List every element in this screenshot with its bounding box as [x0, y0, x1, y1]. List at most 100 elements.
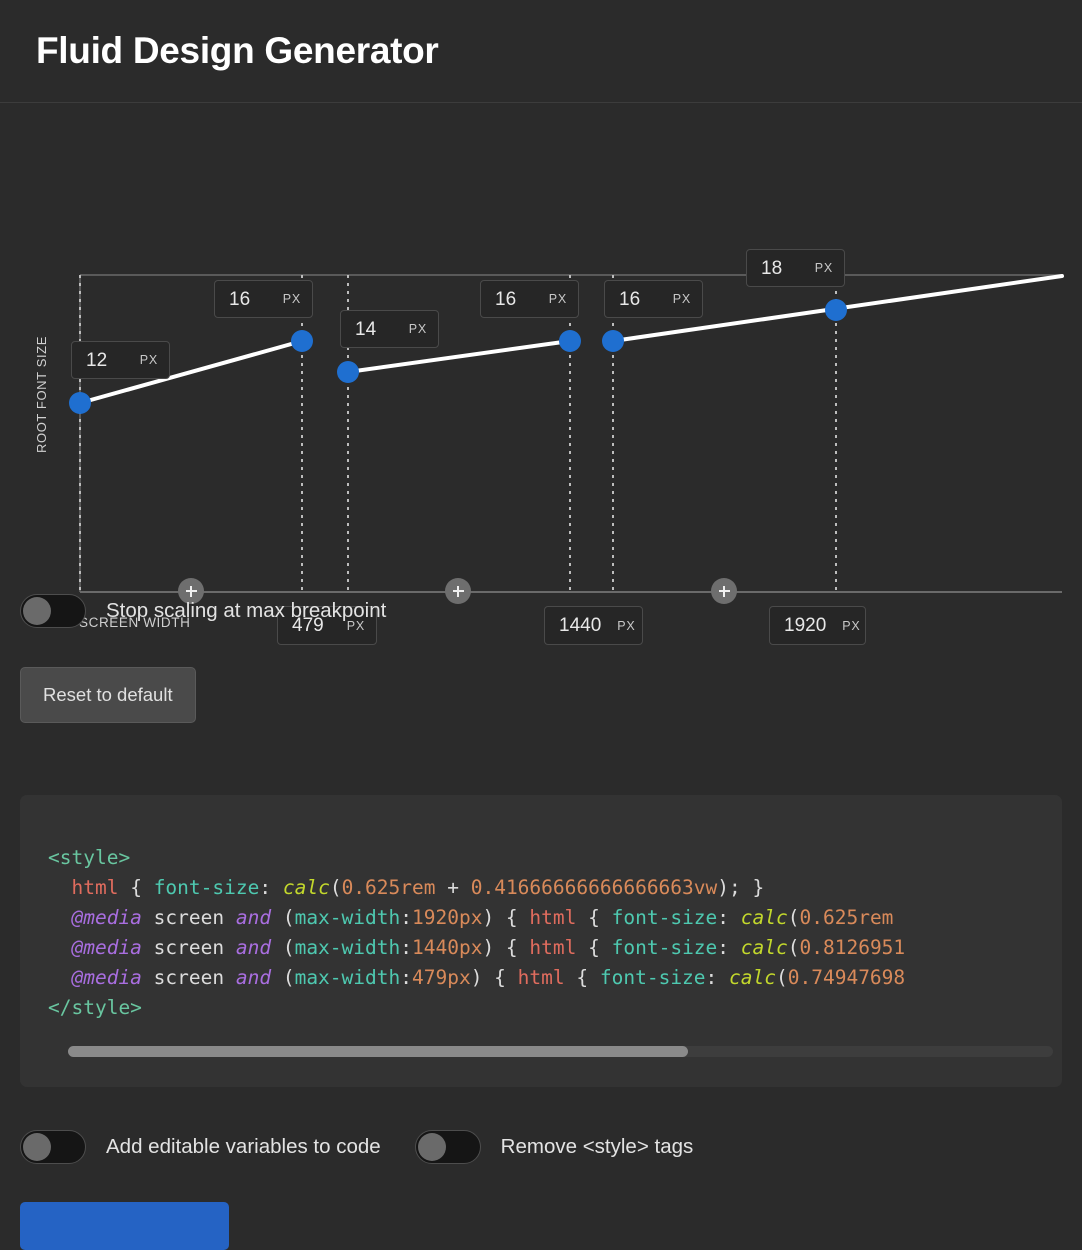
- font-size-value: 14: [355, 318, 377, 340]
- font-size-input-16-a[interactable]: 16 PX: [214, 280, 313, 318]
- add-breakpoint-button-3[interactable]: [711, 578, 737, 604]
- remove-style-label: Remove <style> tags: [500, 1135, 694, 1158]
- unit-label: PX: [814, 261, 833, 275]
- control-point-18px[interactable]: [825, 299, 847, 321]
- code-line: </style>: [48, 993, 1062, 1023]
- font-size-input-16-b[interactable]: 16 PX: [480, 280, 579, 318]
- control-point-16px-a[interactable]: [291, 330, 313, 352]
- unit-label: PX: [842, 618, 861, 633]
- unit-label: PX: [282, 292, 301, 306]
- code-token: calc: [740, 906, 788, 929]
- code-token: 0.625rem: [341, 876, 436, 899]
- code-token: ) {: [470, 966, 518, 989]
- scale-segment-2: [346, 339, 572, 374]
- code-token: screen: [141, 906, 236, 929]
- code-token: @media: [71, 906, 142, 929]
- fluid-scale-chart[interactable]: ROOT FONT SIZE SCREEN WIDTH 12 PX 16 PX …: [0, 103, 1082, 645]
- code-token: (: [271, 966, 295, 989]
- unit-label: PX: [139, 353, 158, 367]
- code-token: :: [400, 966, 412, 989]
- code-token: (: [787, 906, 800, 929]
- code-token: :: [705, 966, 730, 989]
- code-token: (: [329, 876, 342, 899]
- font-size-value: 12: [86, 349, 108, 371]
- code-token: screen: [141, 966, 236, 989]
- code-token: <style>: [48, 846, 131, 869]
- code-token: html: [71, 876, 119, 899]
- code-line: @media screen and (max-width:1440px) { h…: [48, 933, 1062, 963]
- breakpoint-input-479[interactable]: 479 PX: [277, 606, 377, 645]
- primary-action-button[interactable]: [20, 1202, 229, 1250]
- code-token: [48, 936, 71, 959]
- breakpoint-value: 1440: [559, 615, 602, 636]
- add-breakpoint-button-2[interactable]: [445, 578, 471, 604]
- code-token: :: [400, 906, 412, 929]
- code-horizontal-scrollbar[interactable]: [68, 1046, 1053, 1057]
- code-token: [48, 876, 71, 899]
- code-token: :: [259, 876, 283, 899]
- code-line: <style>: [48, 843, 1062, 873]
- reset-to-default-button[interactable]: Reset to default: [20, 667, 196, 723]
- unit-label: PX: [672, 292, 691, 306]
- code-token: ); }: [717, 876, 765, 899]
- code-token: calc: [729, 966, 776, 989]
- control-point-12px[interactable]: [69, 392, 91, 414]
- breakpoint-input-1920[interactable]: 1920 PX: [769, 606, 866, 645]
- stop-scaling-row: Stop scaling at max breakpoint: [20, 594, 386, 628]
- toggle-knob: [417, 1133, 446, 1161]
- control-point-16px-c[interactable]: [602, 330, 624, 352]
- generated-code-card: <style> html { font-size: calc(0.625rem …: [20, 795, 1062, 1087]
- font-size-input-12[interactable]: 12 PX: [71, 341, 170, 379]
- code-token: ) {: [482, 936, 530, 959]
- code-token: :: [400, 936, 412, 959]
- breakpoint-value: 1920: [784, 615, 827, 636]
- code-options-row: Add editable variables to code Remove <s…: [20, 1130, 693, 1164]
- code-token: 0.74947698: [787, 966, 906, 989]
- stop-scaling-toggle[interactable]: [20, 594, 86, 628]
- add-variables-row: Add editable variables to code: [20, 1130, 381, 1164]
- code-token: @media: [71, 966, 142, 989]
- breakpoint-input-1440[interactable]: 1440 PX: [544, 606, 643, 645]
- code-token: calc: [740, 936, 788, 959]
- font-size-value: 16: [229, 288, 251, 310]
- code-token: max-width: [294, 936, 401, 959]
- code-token: and: [235, 936, 272, 959]
- code-token: 1440px: [412, 936, 483, 959]
- x-axis-label: SCREEN WIDTH: [79, 615, 191, 630]
- control-point-14px[interactable]: [337, 361, 359, 383]
- code-token: screen: [141, 936, 236, 959]
- code-token: 0.41666666666666663vw: [470, 876, 718, 899]
- code-line: @media screen and (max-width:1920px) { h…: [48, 903, 1062, 933]
- code-token: 0.8126951: [799, 936, 906, 959]
- code-token: html: [529, 906, 577, 929]
- control-point-16px-b[interactable]: [559, 330, 581, 352]
- toggle-knob: [23, 1133, 51, 1161]
- font-size-input-18[interactable]: 18 PX: [746, 249, 845, 287]
- code-token: html: [517, 966, 565, 989]
- code-token: and: [235, 966, 272, 989]
- remove-style-toggle[interactable]: [414, 1130, 481, 1164]
- scrollbar-thumb[interactable]: [68, 1046, 688, 1057]
- add-breakpoint-button-1[interactable]: [178, 578, 204, 604]
- unit-label: PX: [617, 618, 636, 633]
- code-token: [48, 966, 71, 989]
- code-token: {: [564, 966, 600, 989]
- unit-label: PX: [548, 292, 567, 306]
- code-token: {: [576, 906, 612, 929]
- code-line: html { font-size: calc(0.625rem + 0.4166…: [48, 873, 1062, 903]
- font-size-input-14[interactable]: 14 PX: [340, 310, 439, 348]
- code-token: [48, 906, 71, 929]
- code-token: max-width: [294, 966, 401, 989]
- code-token: {: [576, 936, 612, 959]
- code-token: font-size: [611, 906, 718, 929]
- code-token: calc: [282, 876, 330, 899]
- generated-code[interactable]: <style> html { font-size: calc(0.625rem …: [48, 843, 1062, 1023]
- font-size-input-16-c[interactable]: 16 PX: [604, 280, 703, 318]
- y-axis-label: ROOT FONT SIZE: [34, 336, 49, 453]
- toggle-knob: [23, 597, 51, 625]
- add-variables-toggle[interactable]: [20, 1130, 86, 1164]
- code-token: ) {: [482, 906, 530, 929]
- code-token: 479px: [412, 966, 471, 989]
- chart-canvas: [69, 274, 1064, 593]
- code-token: @media: [71, 936, 142, 959]
